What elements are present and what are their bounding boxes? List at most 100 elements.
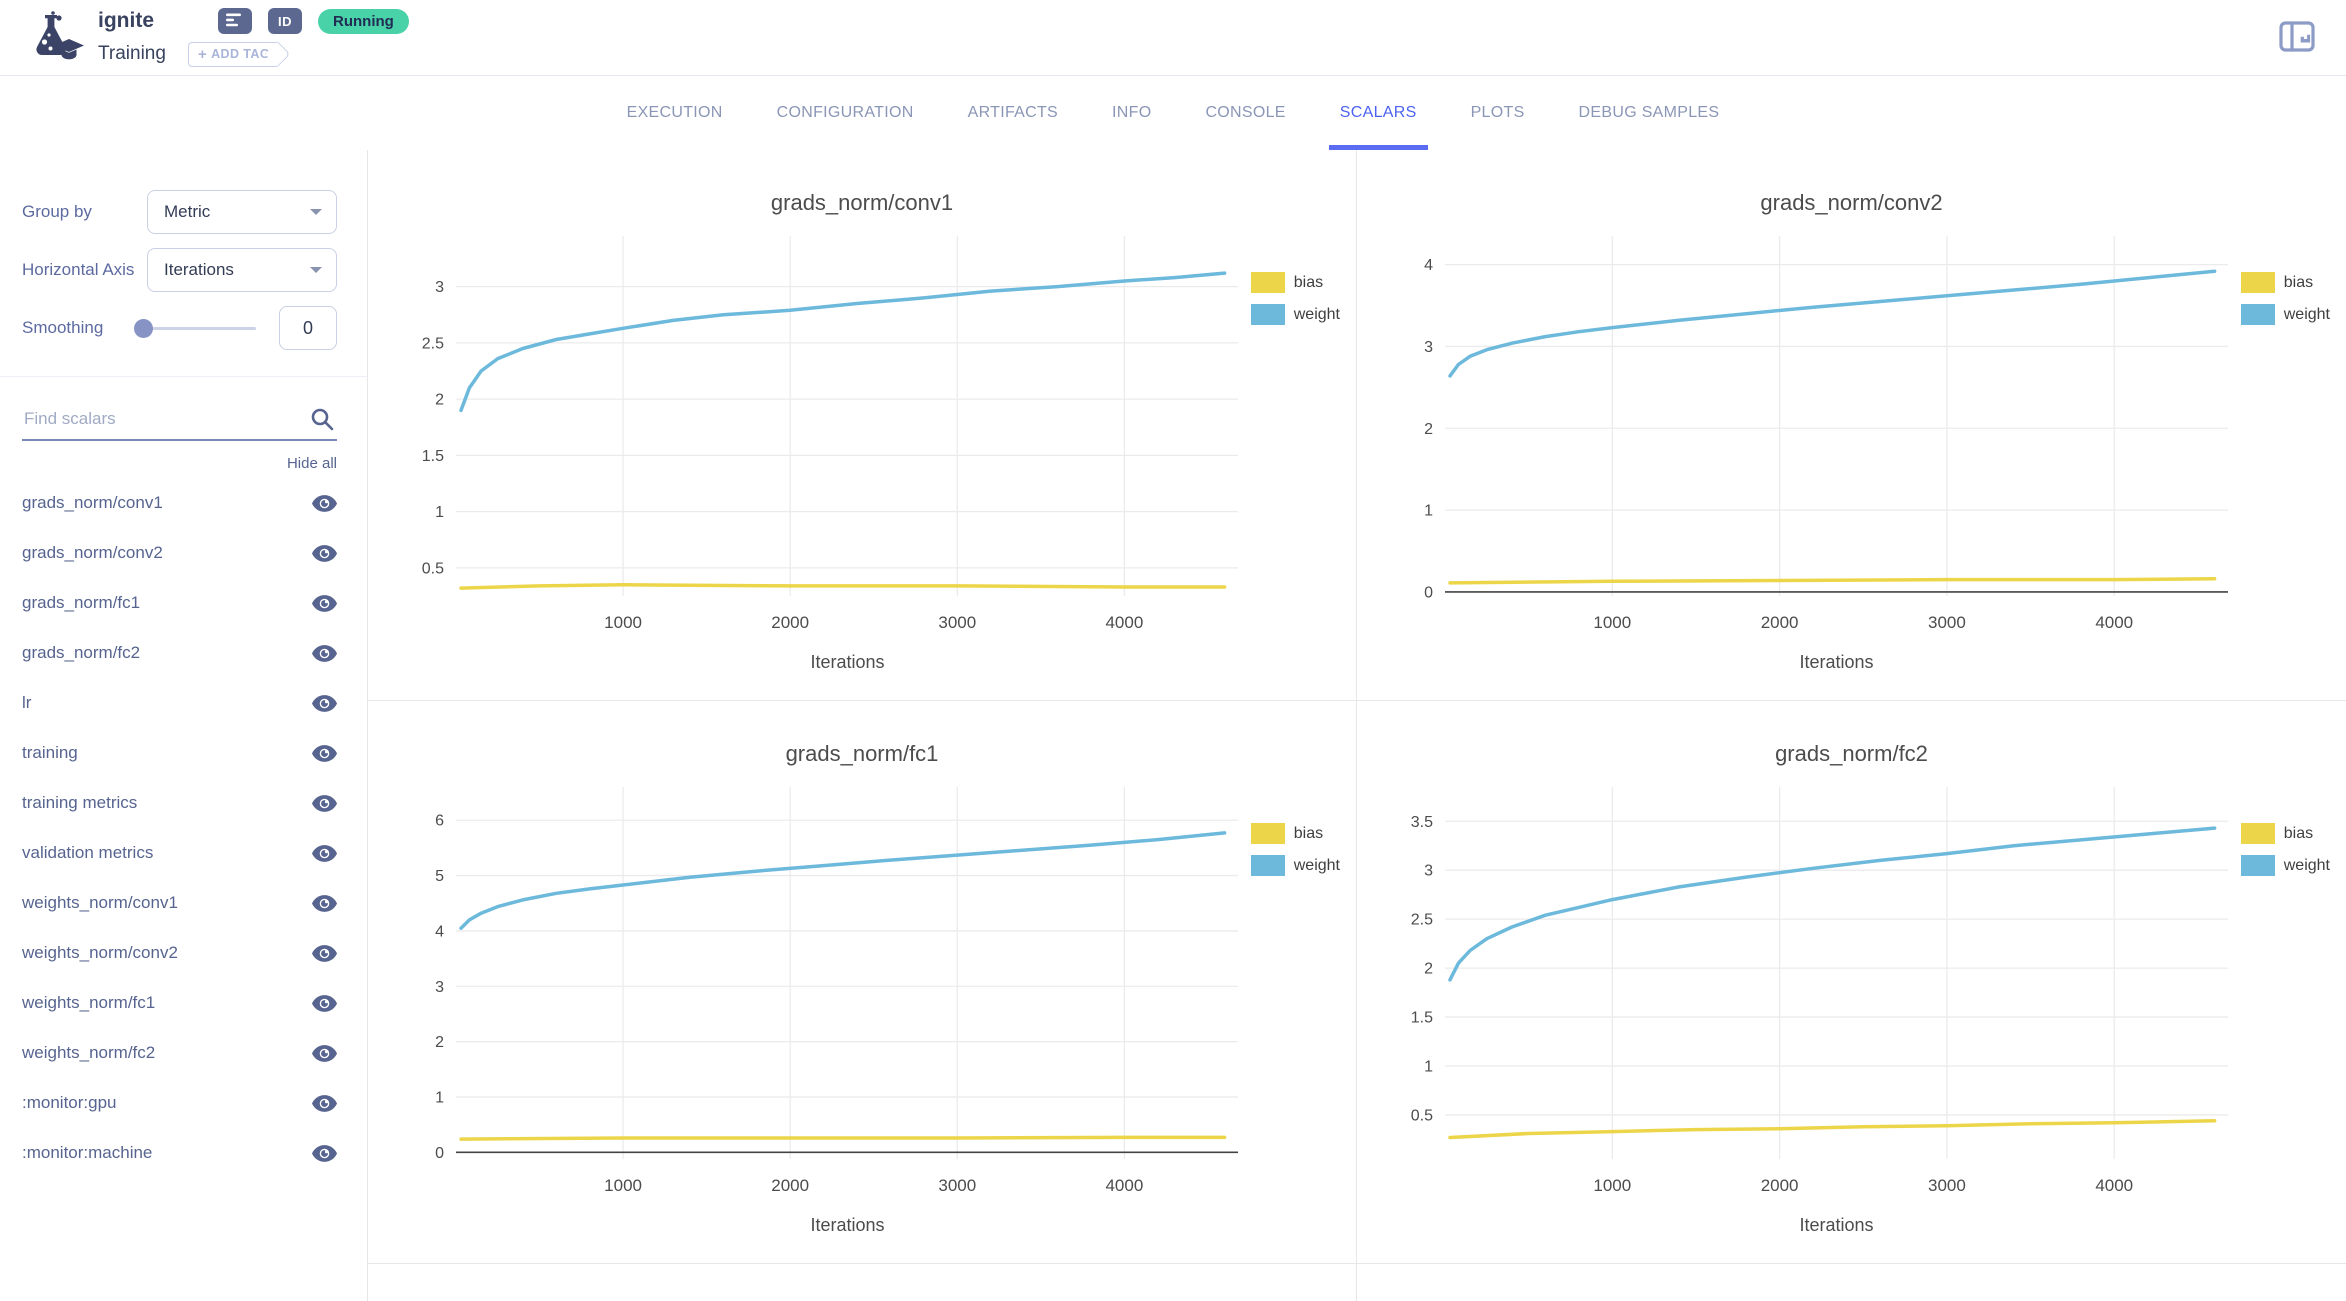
- add-tag-button[interactable]: + ADD TAG: [187, 41, 277, 67]
- legend-entry-weight[interactable]: weight: [1250, 304, 1340, 325]
- copy-id-button[interactable]: ID: [268, 8, 302, 34]
- chart-card: grads_norm/conv1 0.5 1 1.5 2 2.5 3 1000 2000 300…: [368, 150, 1356, 700]
- clearml-logo-icon: [26, 8, 84, 67]
- chart-title: grads_norm/conv1: [770, 190, 954, 215]
- chart-title: grads_norm/conv2: [1760, 190, 1943, 215]
- scalar-row[interactable]: :monitor:machine: [22, 1128, 337, 1178]
- scalar-row[interactable]: grads_norm/fc1: [22, 578, 337, 628]
- chart-plot[interactable]: 0 1 2 3 4 1000 2000 3000 4000: [1357, 220, 2346, 644]
- legend-entry-weight[interactable]: weight: [2240, 855, 2330, 876]
- visibility-eye-icon[interactable]: [312, 844, 337, 862]
- scalar-row[interactable]: grads_norm/conv2: [22, 528, 337, 578]
- svg-text:0: 0: [1424, 584, 1433, 601]
- tab-info[interactable]: INFO: [1112, 104, 1152, 121]
- chart-x-axis-label: Iterations: [1799, 652, 1874, 672]
- experiment-type-label: Training: [98, 43, 166, 64]
- chart-legend: bias weight: [2240, 823, 2330, 876]
- scalar-row[interactable]: weights_norm/conv2: [22, 928, 337, 978]
- legend-swatch: [2240, 272, 2275, 293]
- scalar-row[interactable]: validation metrics: [22, 828, 337, 878]
- legend-entry-weight[interactable]: weight: [2240, 304, 2330, 325]
- visibility-eye-icon[interactable]: [312, 1094, 337, 1112]
- scalar-row[interactable]: lr: [22, 678, 337, 728]
- tab-debug-samples[interactable]: DEBUG SAMPLES: [1578, 104, 1720, 121]
- slider-thumb[interactable]: [134, 318, 154, 338]
- scalar-row[interactable]: :monitor:gpu: [22, 1078, 337, 1128]
- group-by-value: Metric: [164, 202, 211, 221]
- visibility-eye-icon[interactable]: [312, 694, 337, 712]
- tab-console[interactable]: CONSOLE: [1205, 104, 1286, 121]
- svg-text:3: 3: [1424, 339, 1433, 356]
- visibility-eye-icon[interactable]: [312, 744, 337, 762]
- visibility-eye-icon[interactable]: [312, 894, 337, 912]
- visibility-eye-icon[interactable]: [312, 594, 337, 612]
- legend-entry-bias[interactable]: bias: [2240, 272, 2330, 293]
- smoothing-label: Smoothing: [22, 318, 104, 337]
- tab-scalars[interactable]: SCALARS: [1313, 76, 1444, 150]
- svg-text:2: 2: [1424, 961, 1433, 978]
- legend-entry-bias[interactable]: bias: [1250, 823, 1340, 844]
- tab-configuration[interactable]: CONFIGURATION: [776, 104, 914, 121]
- scalar-name: :monitor:gpu: [22, 1093, 117, 1112]
- tab-plots[interactable]: PLOTS: [1470, 104, 1525, 121]
- svg-text:4000: 4000: [1105, 613, 1143, 632]
- tab-execution[interactable]: EXECUTION: [626, 104, 723, 121]
- scalar-name: grads_norm/conv1: [22, 493, 163, 512]
- smoothing-slider[interactable]: [134, 318, 257, 338]
- visibility-eye-icon[interactable]: [312, 544, 337, 562]
- visibility-eye-icon[interactable]: [312, 494, 337, 512]
- scalar-name: :monitor:machine: [22, 1143, 153, 1162]
- tab-artifacts[interactable]: ARTIFACTS: [967, 104, 1059, 121]
- svg-text:2000: 2000: [1761, 1176, 1799, 1195]
- scalar-row[interactable]: weights_norm/fc2: [22, 1028, 337, 1078]
- svg-text:2: 2: [1424, 421, 1433, 438]
- visibility-eye-icon[interactable]: [312, 794, 337, 812]
- toggle-details-panel-button[interactable]: [2274, 18, 2320, 58]
- legend-swatch: [1250, 272, 1285, 293]
- legend-label: bias: [2283, 824, 2314, 842]
- scalar-row[interactable]: grads_norm/conv1: [22, 478, 337, 528]
- visibility-eye-icon[interactable]: [312, 1144, 337, 1162]
- scalar-name: grads_norm/conv2: [22, 543, 163, 562]
- scalar-row[interactable]: grads_norm/fc2: [22, 628, 337, 678]
- svg-text:1.5: 1.5: [1411, 1010, 1433, 1027]
- legend-swatch: [2240, 855, 2275, 876]
- find-scalars-input[interactable]: [22, 403, 337, 441]
- legend-entry-bias[interactable]: bias: [2240, 823, 2330, 844]
- group-by-select[interactable]: Metric: [147, 190, 337, 234]
- add-tag-label: ADD TAG: [211, 47, 270, 61]
- legend-entry-weight[interactable]: weight: [1250, 855, 1340, 876]
- scalar-row[interactable]: training: [22, 728, 337, 778]
- svg-text:3: 3: [1424, 863, 1433, 880]
- sidebar-divider: [0, 376, 367, 377]
- scalar-row[interactable]: weights_norm/fc1: [22, 978, 337, 1028]
- description-button[interactable]: [218, 8, 252, 34]
- svg-text:0.5: 0.5: [1411, 1107, 1433, 1124]
- visibility-eye-icon[interactable]: [312, 944, 337, 962]
- horizontal-axis-select[interactable]: Iterations: [147, 248, 337, 292]
- hide-all-link[interactable]: Hide all: [286, 455, 337, 472]
- chart-plot[interactable]: 0 1 2 3 4 5 6 1000 2000 3000 4000: [368, 771, 1356, 1207]
- scalar-row[interactable]: training metrics: [22, 778, 337, 828]
- smoothing-value-input[interactable]: [279, 306, 337, 350]
- scalar-row[interactable]: weights_norm/conv1: [22, 878, 337, 928]
- visibility-eye-icon[interactable]: [312, 644, 337, 662]
- svg-text:2000: 2000: [1761, 613, 1799, 632]
- svg-text:1000: 1000: [1593, 613, 1631, 632]
- legend-entry-bias[interactable]: bias: [1250, 272, 1340, 293]
- chart-plot[interactable]: 0.5 1 1.5 2 2.5 3 3.5 1000 2000 3000 4000: [1357, 771, 2346, 1207]
- scalars-sidebar: Group by Metric Horizontal Axis Iteratio…: [0, 150, 368, 1301]
- svg-text:1: 1: [1424, 503, 1433, 520]
- svg-text:0: 0: [435, 1145, 444, 1162]
- svg-text:4: 4: [1424, 257, 1433, 274]
- chart-x-axis-label: Iterations: [810, 652, 885, 672]
- svg-text:6: 6: [435, 813, 444, 830]
- chart-plot[interactable]: 0.5 1 1.5 2 2.5 3 1000 2000 3000 4000: [368, 220, 1356, 644]
- chart-card: grads_norm/conv2 0 1 2 3 4 1000 2000 3000 4000 I…: [1357, 150, 2346, 700]
- visibility-eye-icon[interactable]: [312, 994, 337, 1012]
- svg-text:1000: 1000: [604, 613, 642, 632]
- visibility-eye-icon[interactable]: [312, 1044, 337, 1062]
- tab-bar: EXECUTION CONFIGURATION ARTIFACTS INFO CONSO…: [0, 76, 2346, 150]
- chart-legend: bias weight: [1250, 823, 1340, 876]
